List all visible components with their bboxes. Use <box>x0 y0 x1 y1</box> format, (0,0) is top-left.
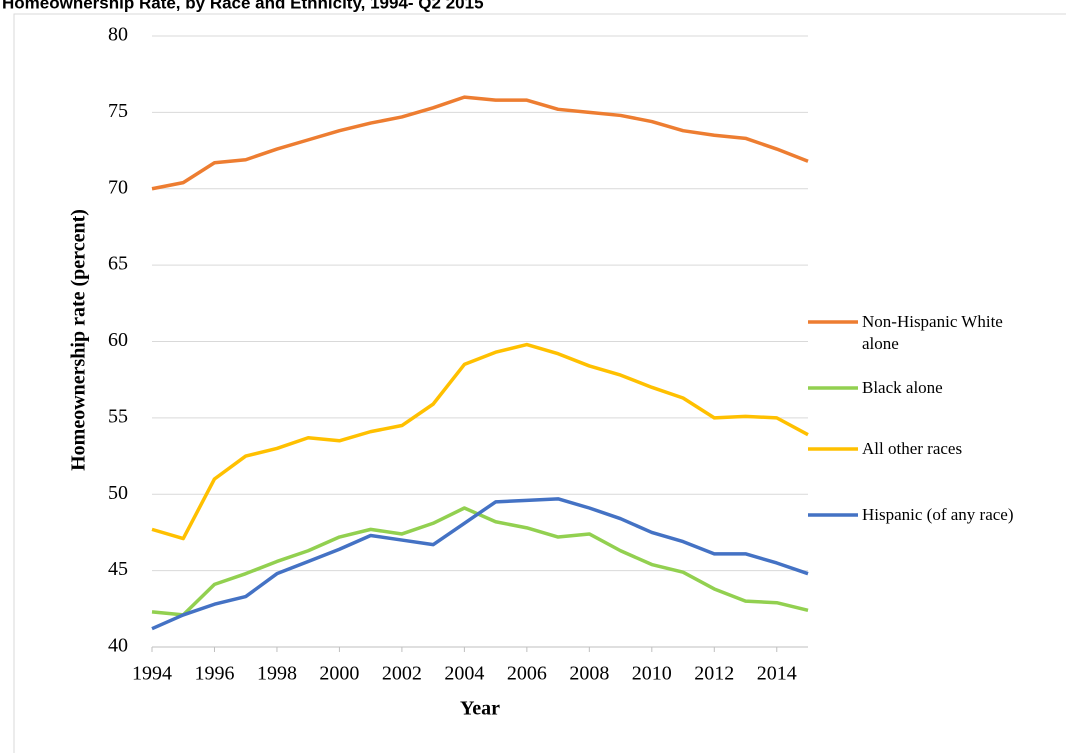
legend-label: All other races <box>862 439 963 458</box>
x-tick-label: 1998 <box>257 663 297 685</box>
y-tick-label: 70 <box>108 176 128 198</box>
y-tick-label: 50 <box>108 482 128 504</box>
y-tick-label: 55 <box>108 405 128 427</box>
series-line <box>151 342 809 541</box>
x-tick-label: 1996 <box>194 663 234 685</box>
x-tick-label: 2004 <box>444 663 484 685</box>
legend-label: Black alone <box>862 378 943 397</box>
x-tick-label: 2002 <box>382 663 422 685</box>
y-tick-label: 75 <box>108 100 128 122</box>
y-tick-label: 80 <box>108 24 128 46</box>
frame <box>13 13 1066 753</box>
y-tick-label: 65 <box>108 253 128 275</box>
y-tick-label: 45 <box>108 558 128 580</box>
x-tick-label: 2008 <box>569 663 609 685</box>
chart-title: Homeownership Rate, by Race and Ethnicit… <box>2 0 484 12</box>
x-tick-label: 2000 <box>319 663 359 685</box>
x-axis-label: Year <box>460 698 500 720</box>
y-tick-label: 60 <box>108 329 128 351</box>
series-line <box>151 497 809 631</box>
series-line <box>151 95 809 191</box>
legend-label: Non-Hispanic White alone <box>862 312 1003 353</box>
x-tick-label: 1994 <box>132 663 172 685</box>
y-axis-label: Homeownership rate (percent) <box>68 209 90 471</box>
x-tick-label: 2014 <box>757 663 797 685</box>
x-tick-label: 2012 <box>694 663 734 685</box>
legend-label: Hispanic (of any race) <box>862 505 1014 524</box>
y-tick-label: 40 <box>108 635 128 657</box>
x-tick-label: 2006 <box>507 663 547 685</box>
series-line <box>151 506 809 617</box>
x-tick-label: 2010 <box>632 663 672 685</box>
